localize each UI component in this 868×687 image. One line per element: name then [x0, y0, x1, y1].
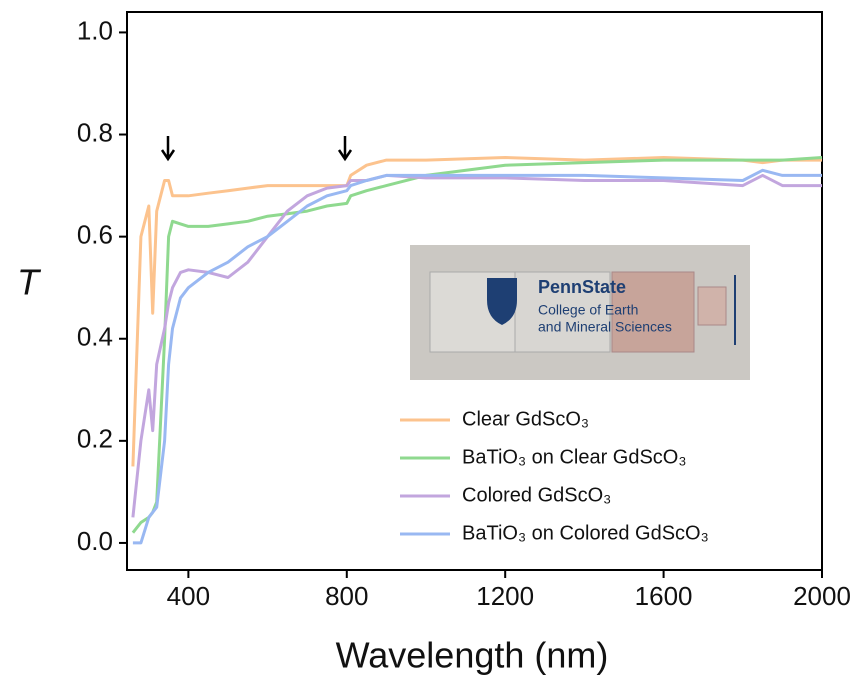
y-axis-label: T — [17, 262, 42, 303]
x-tick-label: 800 — [325, 581, 368, 611]
inset-text: and Mineral Sciences — [538, 319, 672, 335]
series-line — [131, 173, 822, 518]
slide — [514, 271, 611, 353]
legend-label: BaTiO₃ on Clear GdScO₃ — [462, 446, 687, 468]
y-tick-label: 0.4 — [77, 322, 113, 352]
legend-label: BaTiO₃ on Colored GdScO₃ — [462, 522, 709, 544]
y-tick-label: 0.2 — [77, 424, 113, 454]
series-line — [132, 168, 822, 545]
legend-label: Clear GdScO₃ — [462, 408, 589, 430]
plot-frame — [126, 11, 823, 571]
x-tick-label: 1200 — [476, 581, 534, 611]
inset-brand: PennState — [538, 277, 626, 297]
x-tick-label: 400 — [167, 581, 210, 611]
arrow — [160, 136, 176, 162]
x-axis-label: Wavelength (nm) — [336, 635, 609, 676]
x-tick-label: 1600 — [635, 581, 693, 611]
slide — [697, 286, 727, 326]
y-tick-label: 0.8 — [77, 117, 113, 147]
slide — [611, 271, 695, 353]
inset-photo: PennState College of Earth and Mineral S… — [410, 245, 750, 380]
legend-label: Colored GdScO₃ — [462, 484, 611, 506]
series-line — [131, 156, 822, 467]
y-tick-label: 1.0 — [77, 15, 113, 45]
x-tick-label: 2000 — [793, 581, 851, 611]
arrows — [160, 136, 353, 162]
logo-shield — [487, 278, 517, 325]
y-tick-label: 0.0 — [77, 526, 113, 556]
y-tick-label: 0.6 — [77, 220, 113, 250]
inset-text: College of Earth — [538, 302, 638, 318]
series-line — [131, 156, 823, 534]
arrow — [337, 136, 353, 162]
